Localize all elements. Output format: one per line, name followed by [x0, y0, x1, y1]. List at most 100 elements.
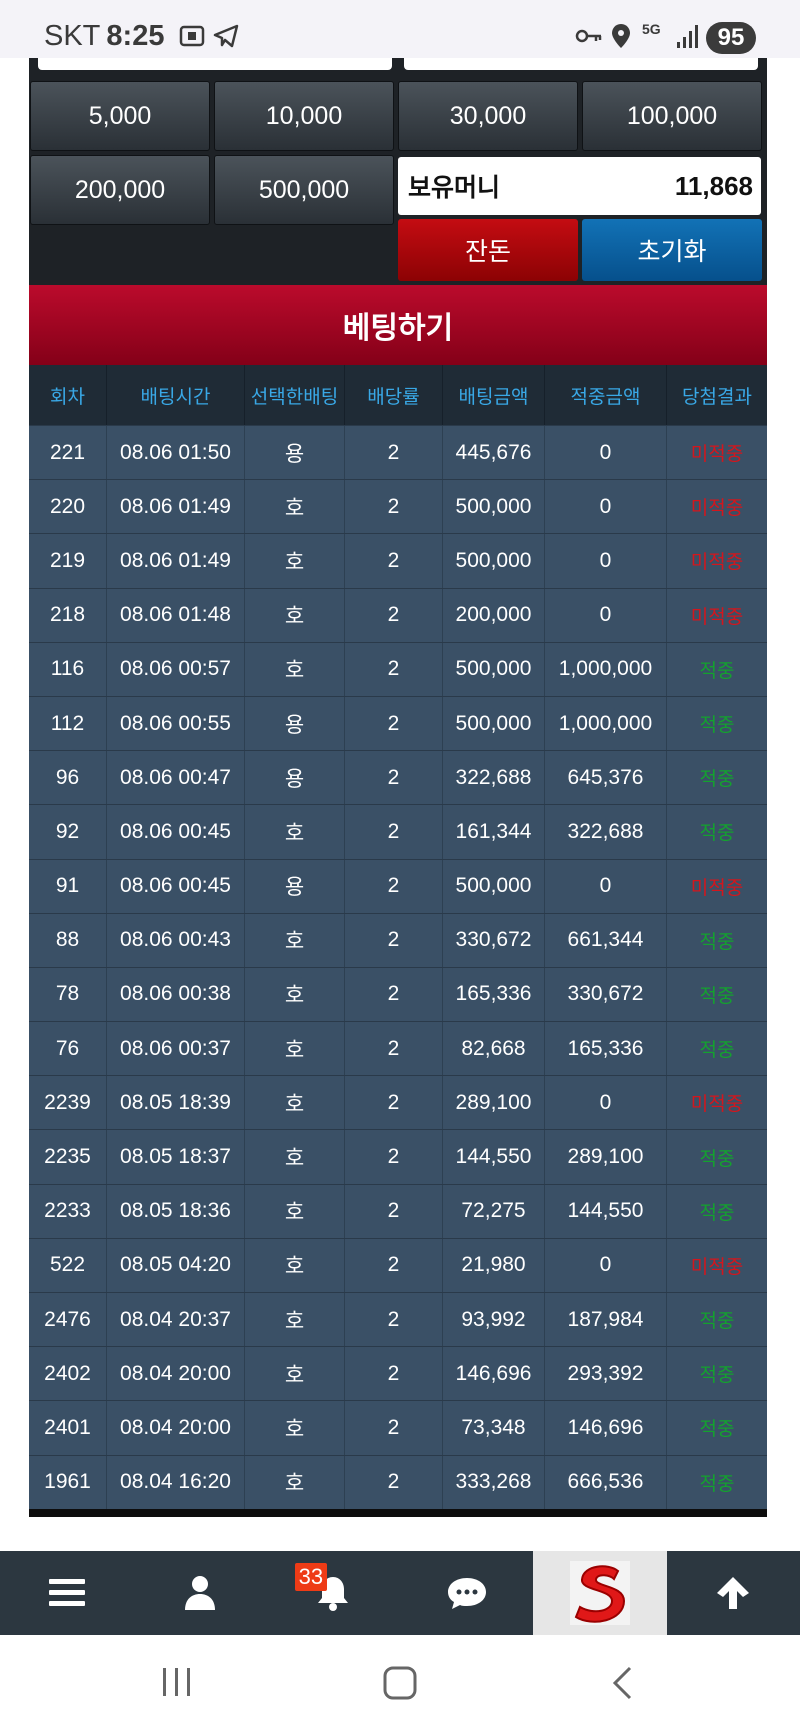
table-cell: 2 [345, 1238, 443, 1292]
chip-200000-button[interactable]: 200,000 [30, 155, 210, 225]
table-cell: 144,550 [443, 1130, 545, 1184]
chat-button[interactable] [400, 1551, 533, 1635]
chip-10000-button[interactable]: 10,000 [214, 81, 394, 151]
table-cell: 219 [29, 534, 107, 588]
home-icon[interactable] [382, 1665, 418, 1706]
result-cell: 미적중 [690, 606, 744, 628]
table-cell: 333,268 [443, 1455, 545, 1509]
table-row: 78 08.06 00:38 호 2 165,336 330,672 적중 [29, 966, 767, 1022]
table-cell: 500,000 [443, 696, 545, 751]
table-row: 220 08.06 01:49 호 2 500,000 0 미적중 [29, 479, 767, 534]
result-cell: 미적중 [690, 498, 744, 520]
money-label: 보유머니 [408, 174, 501, 202]
banner-title: 베팅하기 [342, 312, 454, 345]
network-5g-icon: 5G [642, 22, 661, 50]
column-header: 당첨결과 [682, 386, 752, 408]
bottom-nav: 33 [0, 1551, 800, 1635]
table-cell: 220 [29, 480, 107, 534]
table-cell: 호 [245, 1130, 345, 1184]
table-cell: 2 [345, 1130, 443, 1184]
screenshot-icon [178, 22, 206, 50]
chip-30000-button[interactable]: 30,000 [398, 81, 578, 151]
table-cell: 호 [245, 1401, 345, 1455]
table-cell: 78 [29, 967, 107, 1022]
table-cell: 146,696 [443, 1347, 545, 1401]
table-cell: 91 [29, 859, 107, 913]
chip-100000-button[interactable]: 100,000 [582, 81, 762, 151]
table-cell: 호 [245, 1455, 345, 1509]
table-cell: 08.05 04:20 [107, 1238, 245, 1292]
result-cell: 미적중 [690, 1256, 744, 1278]
back-icon[interactable] [610, 1665, 634, 1706]
signal-icon [676, 22, 700, 50]
table-cell: 2 [345, 642, 443, 696]
reset-button[interactable]: 초기화 [582, 219, 762, 281]
chip-5000-button[interactable]: 5,000 [30, 81, 210, 151]
table-cell: 호 [245, 1022, 345, 1076]
table-row: 218 08.06 01:48 호 2 200,000 0 미적중 [29, 587, 767, 642]
chip-label: 500,000 [258, 175, 350, 204]
table-cell: 165,336 [443, 967, 545, 1022]
table-cell: 72,275 [443, 1184, 545, 1238]
table-cell: 08.06 00:37 [107, 1022, 245, 1076]
table-cell: 2 [345, 696, 443, 751]
table-cell: 2 [345, 588, 443, 642]
table-cell: 용 [245, 696, 345, 751]
column-header: 선택한배팅 [245, 365, 345, 425]
table-cell: 08.04 20:00 [107, 1347, 245, 1401]
bet-submit-banner[interactable]: 베팅하기 [29, 285, 767, 365]
logo-s-icon [568, 1559, 632, 1627]
column-header: 회차 [29, 365, 107, 425]
table-cell: 96 [29, 751, 107, 805]
table-cell: 2233 [29, 1184, 107, 1238]
scroll-top-button[interactable] [667, 1551, 800, 1635]
arrow-up-icon [715, 1575, 751, 1611]
balance-button[interactable]: 잔돈 [398, 219, 578, 281]
table-cell: 08.04 16:20 [107, 1455, 245, 1509]
table-row: 112 08.06 00:55 용 2 500,000 1,000,000 적중 [29, 695, 767, 751]
chip-label: 100,000 [626, 101, 718, 130]
recent-apps-icon[interactable] [160, 1665, 194, 1704]
table-cell: 2239 [29, 1076, 107, 1130]
table-row: 76 08.06 00:37 호 2 82,668 165,336 적중 [29, 1021, 767, 1076]
table-cell: 2 [345, 426, 443, 480]
table-cell: 289,100 [443, 1076, 545, 1130]
table-cell: 500,000 [443, 480, 545, 534]
network-label: 5G [642, 21, 661, 37]
table-cell: 2 [345, 1184, 443, 1238]
result-cell: 적중 [699, 985, 735, 1007]
table-cell: 호 [245, 534, 345, 588]
table-cell: 2 [345, 913, 443, 967]
table-cell: 08.06 00:47 [107, 751, 245, 805]
key-icon [574, 22, 604, 50]
table-cell: 322,688 [545, 805, 667, 859]
table-cell: 호 [245, 588, 345, 642]
table-cell: 93,992 [443, 1293, 545, 1347]
chip-500000-button[interactable]: 500,000 [214, 155, 394, 225]
table-cell: 08.05 18:39 [107, 1076, 245, 1130]
table-cell: 2 [345, 1455, 443, 1509]
telegram-icon [212, 22, 240, 50]
profile-button[interactable] [133, 1551, 266, 1635]
table-cell: 146,696 [545, 1401, 667, 1455]
table-cell: 용 [245, 751, 345, 805]
table-row: 2239 08.05 18:39 호 2 289,100 0 미적중 [29, 1075, 767, 1130]
table-cell: 08.04 20:37 [107, 1293, 245, 1347]
table-cell: 08.06 00:38 [107, 967, 245, 1022]
status-bar: SKT 8:25 5G 95 [0, 0, 800, 58]
site-logo-button[interactable] [533, 1551, 667, 1635]
result-cell: 미적중 [690, 552, 744, 574]
chat-icon [447, 1576, 487, 1610]
table-row: 96 08.06 00:47 용 2 322,688 645,376 적중 [29, 750, 767, 805]
table-cell: 호 [245, 642, 345, 696]
menu-button[interactable] [0, 1551, 133, 1635]
table-cell: 2 [345, 1347, 443, 1401]
notifications-button[interactable]: 33 [267, 1551, 400, 1635]
table-cell: 2 [345, 534, 443, 588]
table-cell: 2 [345, 480, 443, 534]
notification-badge: 33 [294, 1563, 328, 1591]
battery-level: 95 [717, 24, 745, 51]
table-cell: 08.06 00:45 [107, 859, 245, 913]
table-row: 2402 08.04 20:00 호 2 146,696 293,392 적중 [29, 1346, 767, 1401]
